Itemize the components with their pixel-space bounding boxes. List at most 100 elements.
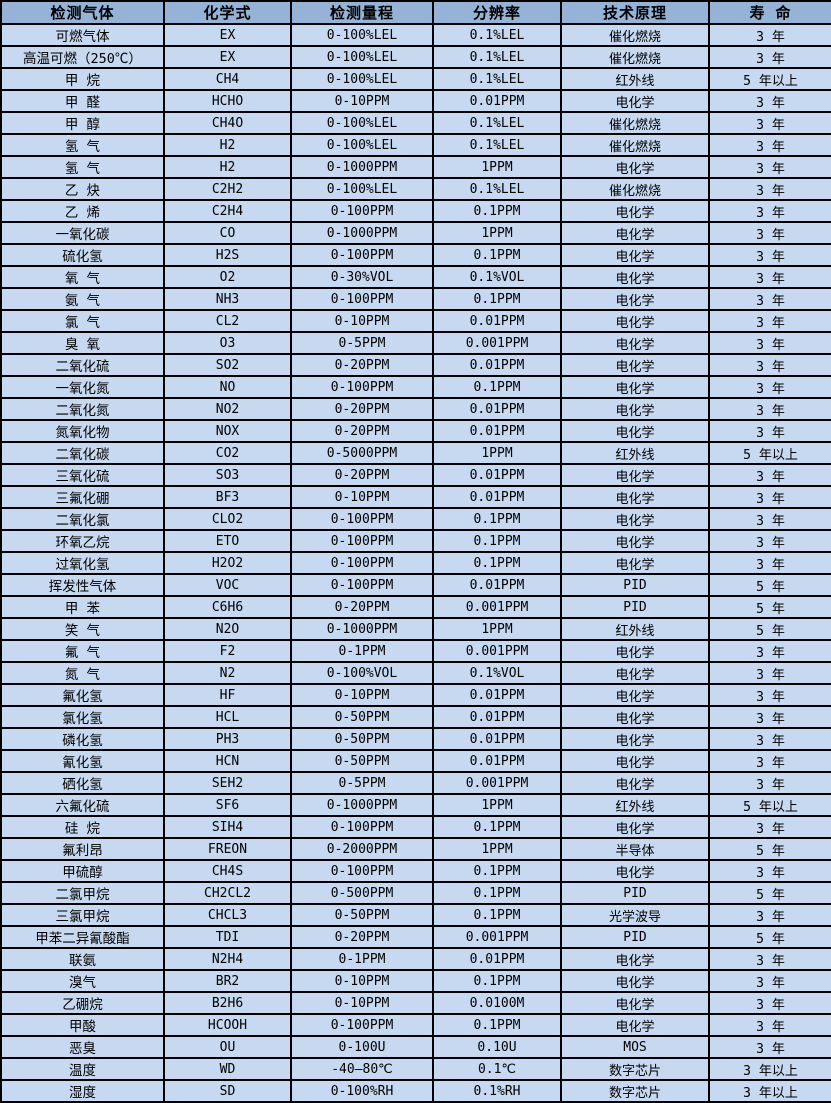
table-row: 挥发性气体 VOC 0-100PPM 0.01PPM PID 5 年 [0, 573, 831, 597]
cell-detection-range: 0-20PPM [290, 397, 434, 421]
cell-lifespan: 5 年以上 [708, 67, 831, 91]
cell-chemical-formula: CH4 [163, 67, 292, 91]
cell-chemical-formula: H2 [163, 155, 292, 179]
cell-chemical-formula: N2O [163, 617, 292, 641]
cell-resolution: 0.001PPM [432, 925, 562, 949]
table-row: 甲硫醇 CH4S 0-100PPM 0.1PPM 电化学 3 年 [0, 859, 831, 883]
cell-lifespan: 3 年 [708, 727, 831, 751]
cell-lifespan: 3 年 [708, 859, 831, 883]
table-row: 臭 氧 O3 0-5PPM 0.001PPM 电化学 3 年 [0, 331, 831, 355]
cell-resolution: 0.1%LEL [432, 111, 562, 135]
cell-resolution: 0.1%LEL [432, 177, 562, 201]
table-row: 氯 气 CL2 0-10PPM 0.01PPM 电化学 3 年 [0, 309, 831, 333]
cell-chemical-formula: B2H6 [163, 991, 292, 1015]
cell-detection-range: 0-100PPM [290, 375, 434, 399]
cell-gas-name: 恶臭 [0, 1035, 165, 1059]
cell-technology: 催化燃烧 [560, 133, 710, 157]
cell-gas-name: 二氯甲烷 [0, 881, 165, 905]
cell-technology: PID [560, 573, 710, 597]
table-row: 甲 烷 CH4 0-100%LEL 0.1%LEL 红外线 5 年以上 [0, 67, 831, 91]
cell-resolution: 0.1PPM [432, 529, 562, 553]
cell-detection-range: 0-100PPM [290, 551, 434, 575]
cell-gas-name: 溴气 [0, 969, 165, 993]
cell-resolution: 0.001PPM [432, 771, 562, 795]
table-row: 一氧化氮 NO 0-100PPM 0.1PPM 电化学 3 年 [0, 375, 831, 399]
cell-lifespan: 3 年 [708, 397, 831, 421]
cell-detection-range: 0-20PPM [290, 463, 434, 487]
cell-gas-name: 氟化氢 [0, 683, 165, 707]
cell-chemical-formula: C2H2 [163, 177, 292, 201]
cell-technology: 电化学 [560, 771, 710, 795]
cell-technology: 电化学 [560, 683, 710, 707]
cell-resolution: 1PPM [432, 617, 562, 641]
cell-gas-name: 挥发性气体 [0, 573, 165, 597]
cell-resolution: 0.1PPM [432, 969, 562, 993]
cell-lifespan: 3 年 [708, 309, 831, 333]
cell-detection-range: 0-1PPM [290, 639, 434, 663]
cell-lifespan: 3 年 [708, 815, 831, 839]
cell-lifespan: 3 年 [708, 23, 831, 47]
cell-chemical-formula: HCN [163, 749, 292, 773]
cell-gas-name: 二氧化氮 [0, 397, 165, 421]
cell-resolution: 0.1PPM [432, 287, 562, 311]
cell-resolution: 0.1PPM [432, 1013, 562, 1037]
cell-gas-name: 甲 醇 [0, 111, 165, 135]
cell-resolution: 0.01PPM [432, 463, 562, 487]
cell-technology: 催化燃烧 [560, 177, 710, 201]
cell-lifespan: 3 年 [708, 1035, 831, 1059]
table-row: 恶臭 OU 0-100U 0.10U MOS 3 年 [0, 1035, 831, 1059]
cell-resolution: 0.001PPM [432, 639, 562, 663]
cell-technology: MOS [560, 1035, 710, 1059]
cell-resolution: 0.1%LEL [432, 45, 562, 69]
cell-resolution: 0.1PPM [432, 199, 562, 223]
cell-lifespan: 3 年 [708, 683, 831, 707]
cell-lifespan: 5 年 [708, 925, 831, 949]
cell-resolution: 1PPM [432, 837, 562, 861]
cell-detection-range: 0-100%LEL [290, 177, 434, 201]
cell-chemical-formula: CO [163, 221, 292, 245]
cell-chemical-formula: F2 [163, 639, 292, 663]
cell-gas-name: 高温可燃（250℃） [0, 45, 165, 69]
cell-lifespan: 3 年以上 [708, 1079, 831, 1103]
cell-detection-range: 0-500PPM [290, 881, 434, 905]
cell-lifespan: 3 年 [708, 89, 831, 113]
cell-technology: 电化学 [560, 463, 710, 487]
cell-detection-range: 0-10PPM [290, 89, 434, 113]
cell-chemical-formula: NH3 [163, 287, 292, 311]
table-row: 二氧化氯 CLO2 0-100PPM 0.1PPM 电化学 3 年 [0, 507, 831, 531]
cell-technology: 电化学 [560, 661, 710, 685]
cell-detection-range: 0-10PPM [290, 991, 434, 1015]
cell-gas-name: 乙 炔 [0, 177, 165, 201]
cell-resolution: 0.1%RH [432, 1079, 562, 1103]
table-row: 三氧化硫 SO3 0-20PPM 0.01PPM 电化学 3 年 [0, 463, 831, 487]
table-row: 三氟化硼 BF3 0-10PPM 0.01PPM 电化学 3 年 [0, 485, 831, 509]
cell-gas-name: 氢 气 [0, 133, 165, 157]
cell-chemical-formula: TDI [163, 925, 292, 949]
cell-resolution: 0.01PPM [432, 309, 562, 333]
table-row: 氧 气 O2 0-30%VOL 0.1%VOL 电化学 3 年 [0, 265, 831, 289]
cell-detection-range: 0-10PPM [290, 309, 434, 333]
cell-detection-range: 0-100U [290, 1035, 434, 1059]
cell-lifespan: 3 年 [708, 221, 831, 245]
cell-gas-name: 氟 气 [0, 639, 165, 663]
cell-chemical-formula: EX [163, 23, 292, 47]
header-cell-technology: 技术原理 [560, 0, 710, 25]
cell-gas-name: 臭 氧 [0, 331, 165, 355]
cell-technology: 电化学 [560, 155, 710, 179]
cell-lifespan: 5 年 [708, 617, 831, 641]
cell-lifespan: 3 年 [708, 111, 831, 135]
cell-technology: PID [560, 881, 710, 905]
header-cell-lifespan: 寿 命 [708, 0, 831, 25]
cell-detection-range: 0-100PPM [290, 529, 434, 553]
cell-detection-range: 0-100%LEL [290, 133, 434, 157]
cell-resolution: 0.01PPM [432, 705, 562, 729]
table-row: 二氧化氮 NO2 0-20PPM 0.01PPM 电化学 3 年 [0, 397, 831, 421]
cell-lifespan: 3 年 [708, 485, 831, 509]
cell-detection-range: 0-10PPM [290, 969, 434, 993]
table-row: 氟 气 F2 0-1PPM 0.001PPM 电化学 3 年 [0, 639, 831, 663]
cell-lifespan: 3 年 [708, 705, 831, 729]
cell-gas-name: 环氧乙烷 [0, 529, 165, 553]
cell-lifespan: 3 年 [708, 969, 831, 993]
cell-chemical-formula: C6H6 [163, 595, 292, 619]
table-row: 磷化氢 PH3 0-50PPM 0.01PPM 电化学 3 年 [0, 727, 831, 751]
